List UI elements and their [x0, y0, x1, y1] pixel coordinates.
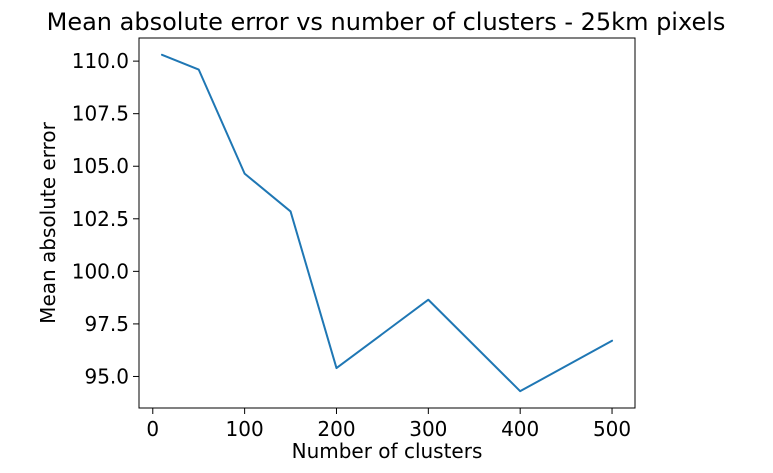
x-tick-label: 200 [317, 417, 355, 441]
y-tick-label: 100.0 [72, 259, 129, 283]
y-tick-label: 105.0 [72, 154, 129, 178]
chart-title: Mean absolute error vs number of cluster… [47, 8, 726, 36]
plot-area-frame [138, 37, 636, 409]
y-tick-label: 97.5 [84, 312, 129, 336]
y-tick-label: 107.5 [72, 102, 129, 126]
x-axis-ticks: 0 100 200 300 400 500 [146, 408, 631, 441]
y-tick-label: 95.0 [84, 364, 129, 388]
x-tick-label: 300 [409, 417, 447, 441]
x-tick-label: 500 [593, 417, 631, 441]
x-tick-label: 100 [226, 417, 264, 441]
y-axis-label: Mean absolute error [36, 121, 60, 323]
series-layer [160, 53, 614, 393]
y-axis-ticks: 95.0 97.5 100.0 102.5 105.0 107.5 110.0 [72, 49, 139, 388]
x-tick-label: 0 [146, 417, 159, 441]
x-axis-label: Number of clusters [292, 439, 483, 463]
y-tick-label: 110.0 [72, 49, 129, 73]
x-tick-label: 400 [501, 417, 539, 441]
y-tick-label: 102.5 [72, 207, 129, 231]
series-line [160, 53, 614, 393]
